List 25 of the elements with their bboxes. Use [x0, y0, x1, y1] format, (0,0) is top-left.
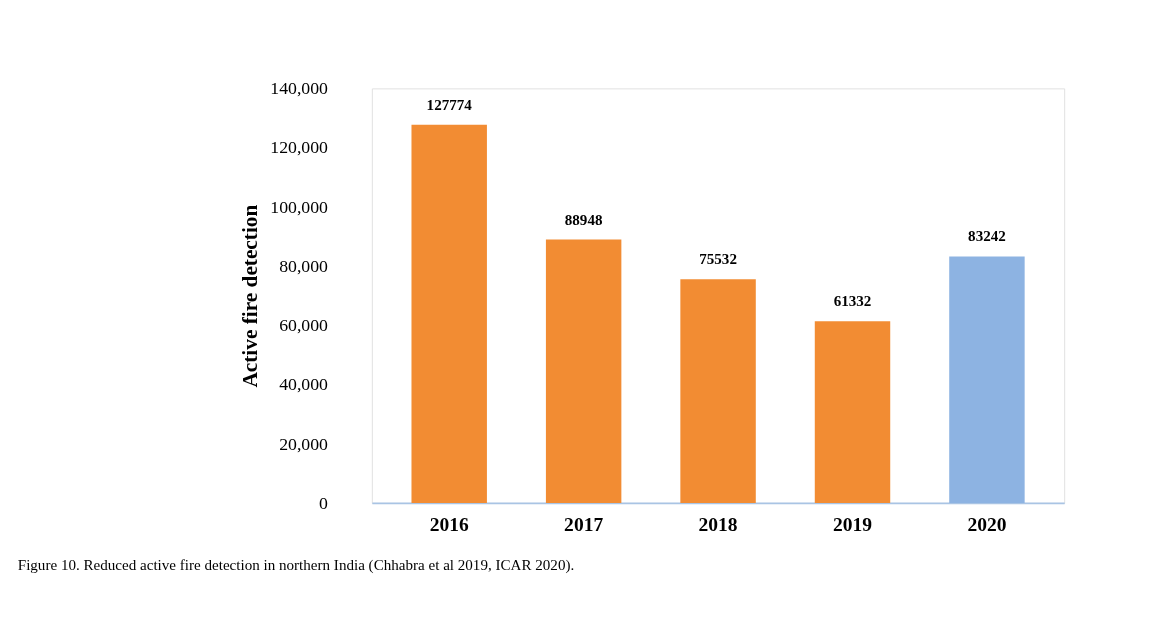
y-tick-label: 80,000 [279, 255, 329, 276]
y-tick-label: 100,000 [270, 196, 329, 217]
x-tick-label: 2019 [832, 513, 873, 535]
x-tick-label: 2017 [564, 513, 604, 535]
x-tick-label: 2018 [698, 513, 738, 535]
bar [949, 256, 1025, 503]
y-tick-label: 140,000 [270, 78, 329, 99]
data-label: 83242 [968, 228, 1006, 245]
data-label: 127774 [426, 96, 473, 113]
bar [411, 124, 487, 503]
y-tick-label: 40,000 [279, 374, 329, 395]
y-tick-label: 0 [319, 492, 329, 513]
x-tick-label: 2016 [429, 513, 469, 535]
bar [814, 321, 891, 503]
y-tick-label: 60,000 [279, 315, 329, 336]
bar [545, 239, 622, 503]
y-tick-label: 120,000 [270, 137, 329, 158]
data-label: 88948 [564, 211, 603, 228]
data-label: 75532 [699, 251, 737, 268]
y-tick-label: 20,000 [279, 433, 329, 454]
caption: Figure 10. Reduced active fire detection in northern India (Chhabra et al 2019, ICAR 2020). [17, 557, 575, 575]
data-label: 61332 [833, 293, 872, 310]
bar [680, 279, 756, 503]
x-tick-label: 2020 [967, 513, 1007, 535]
y-axis-title: Active fire detection [237, 204, 262, 388]
